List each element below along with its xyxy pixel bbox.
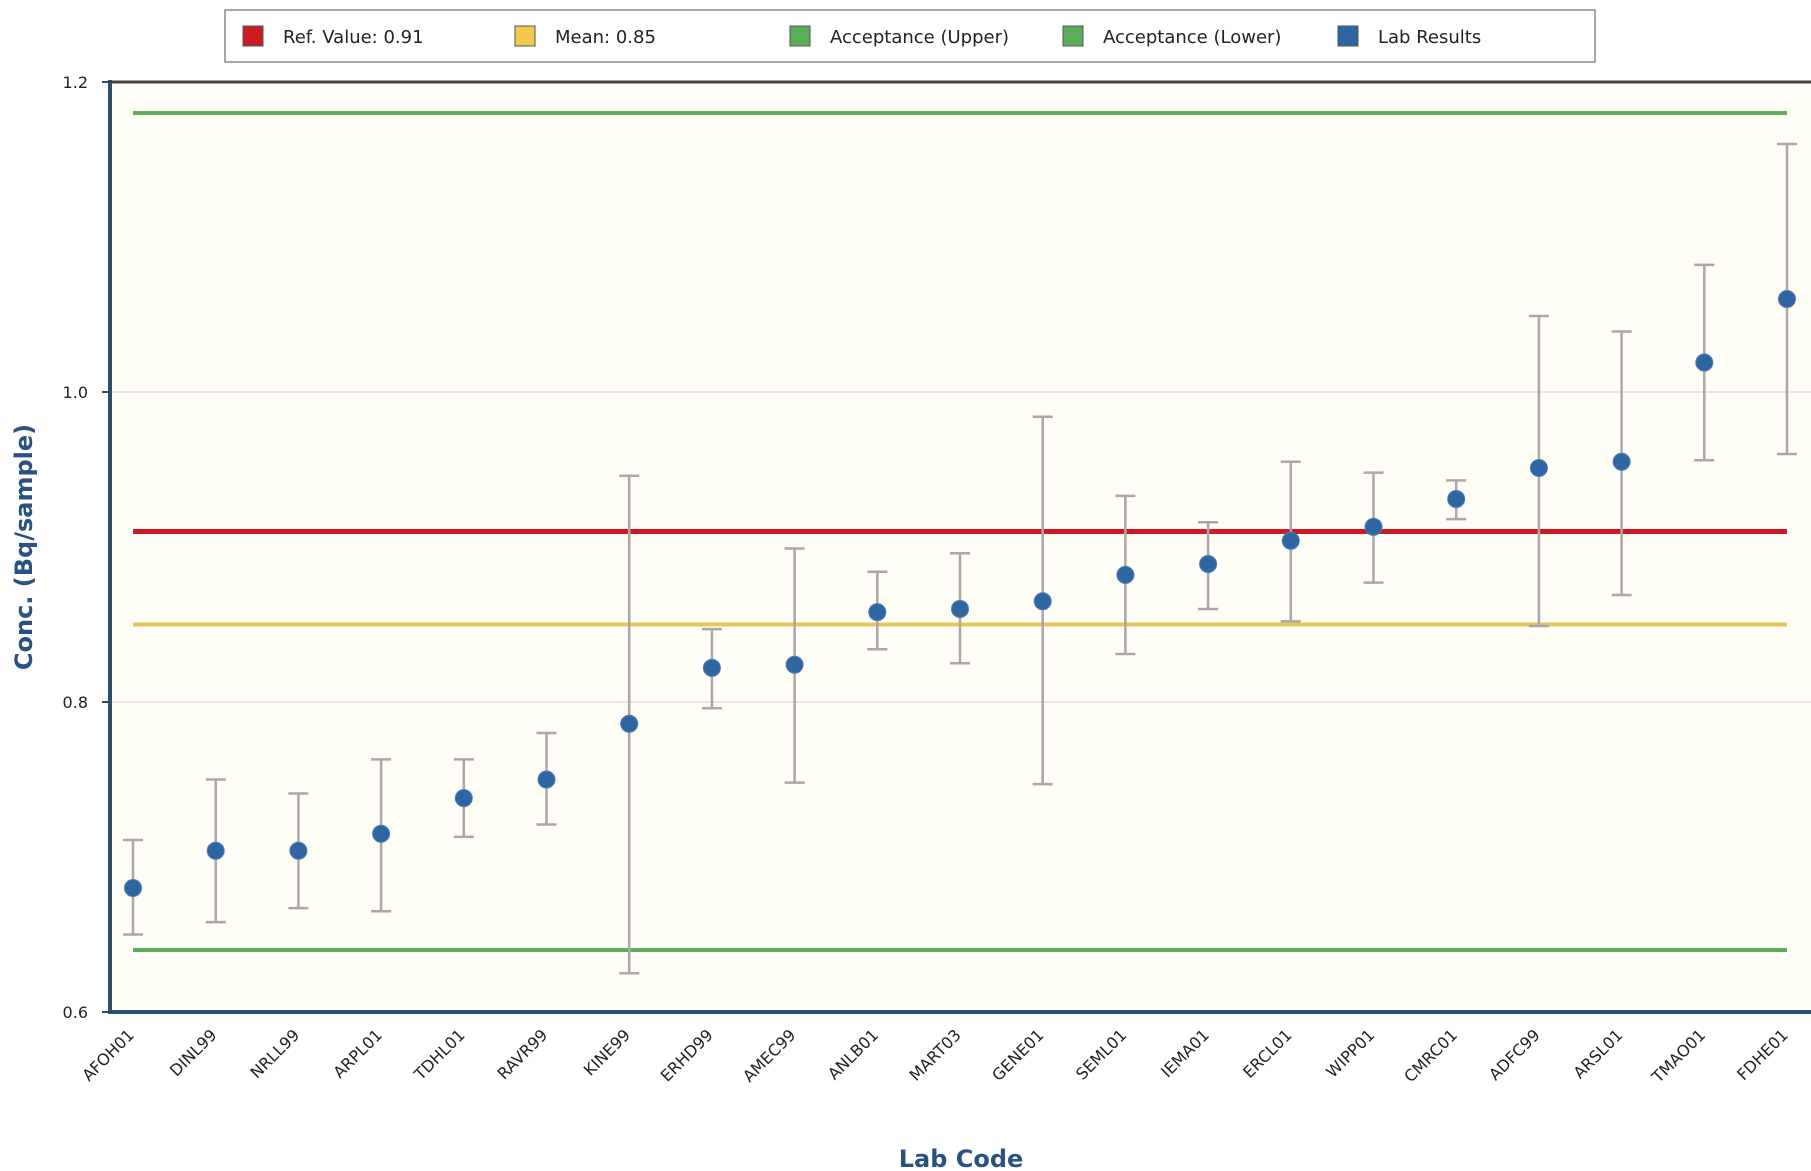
x-tick-label: ANLB01	[824, 1025, 882, 1083]
x-tick-label: ERCL01	[1239, 1025, 1295, 1081]
legend-item[interactable]: Acceptance (Upper)	[789, 25, 1009, 48]
y-axis-title: Conc. (Bq/sample)	[10, 424, 38, 670]
legend-label: Mean: 0.85	[555, 27, 656, 48]
data-point[interactable]	[620, 714, 639, 733]
legend-swatch	[1062, 25, 1084, 47]
data-point[interactable]	[124, 879, 142, 897]
legend-item[interactable]: Mean: 0.85	[514, 25, 656, 48]
legend-label: Acceptance (Lower)	[1103, 27, 1281, 48]
data-point[interactable]	[1447, 489, 1466, 508]
legend-swatch	[789, 25, 811, 47]
data-point[interactable]	[1281, 531, 1300, 550]
legend-swatch	[514, 25, 536, 47]
x-tick-label: TDHL01	[410, 1025, 469, 1084]
x-tick-label: AFOH01	[78, 1025, 137, 1084]
data-point[interactable]	[206, 841, 225, 860]
x-tick-label: SEML01	[1072, 1025, 1130, 1083]
data-point[interactable]	[868, 603, 887, 622]
x-tick-label: KINE99	[580, 1025, 634, 1079]
y-tick-label: 0.8	[63, 693, 88, 712]
x-tick-label: FDHE01	[1733, 1025, 1792, 1084]
x-tick-label: CMRC01	[1400, 1025, 1461, 1086]
data-point[interactable]	[1033, 592, 1052, 611]
legend-label: Lab Results	[1378, 27, 1481, 48]
x-tick-label: RAVR99	[493, 1025, 551, 1083]
y-tick-label: 1.0	[63, 383, 88, 402]
legend-item[interactable]: Ref. Value: 0.91	[242, 25, 424, 48]
x-tick-label: WIPP01	[1322, 1025, 1378, 1081]
data-point[interactable]	[454, 789, 473, 808]
legend: Ref. Value: 0.91 Mean: 0.85 Acceptance (Up…	[224, 9, 1596, 63]
y-tick-label: 0.6	[63, 1003, 88, 1022]
x-tick-label: ERHD99	[657, 1025, 717, 1085]
data-point[interactable]	[372, 824, 391, 843]
legend-item[interactable]: Lab Results	[1337, 25, 1481, 48]
x-tick-label: ARSL01	[1570, 1025, 1627, 1082]
data-point[interactable]	[702, 658, 721, 677]
data-point[interactable]	[1116, 565, 1135, 584]
x-tick-label: NRLL99	[246, 1025, 303, 1082]
legend-swatch	[1337, 25, 1359, 47]
legend-label: Ref. Value: 0.91	[283, 27, 424, 48]
y-tick-label: 1.2	[63, 73, 88, 92]
x-tick-label: TMAO01	[1647, 1025, 1709, 1087]
x-tick-label: ADFC99	[1485, 1025, 1544, 1084]
plot-area	[110, 82, 1811, 1012]
x-axis-title: Lab Code	[899, 1145, 1024, 1171]
legend-label: Acceptance (Upper)	[830, 27, 1009, 48]
data-point[interactable]	[289, 841, 308, 860]
x-tick-label: ARPL01	[329, 1025, 386, 1082]
legend-box	[224, 9, 1596, 63]
data-point[interactable]	[1364, 517, 1383, 536]
data-point[interactable]	[785, 655, 804, 674]
x-tick-label: IEMA01	[1157, 1025, 1213, 1081]
x-tick-label: MART03	[906, 1025, 965, 1084]
data-point[interactable]	[1199, 555, 1218, 574]
data-point[interactable]	[951, 600, 969, 618]
data-point[interactable]	[537, 770, 556, 789]
x-tick-label: GENE01	[988, 1025, 1047, 1084]
x-tick-label: AMEC99	[739, 1025, 799, 1085]
x-tick-label: DINL99	[166, 1025, 221, 1080]
data-point[interactable]	[1612, 452, 1631, 471]
data-point[interactable]	[1778, 290, 1796, 308]
legend-swatch	[242, 25, 264, 47]
legend-item[interactable]: Acceptance (Lower)	[1062, 25, 1281, 48]
data-point[interactable]	[1529, 458, 1548, 477]
data-point[interactable]	[1695, 353, 1714, 372]
